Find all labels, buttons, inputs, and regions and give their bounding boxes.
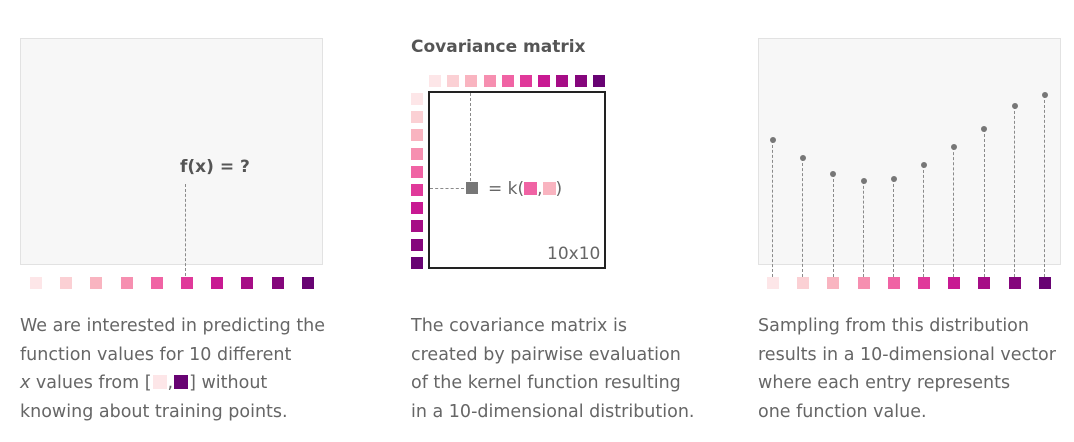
matrix-column-square	[556, 75, 569, 87]
sample-point	[770, 137, 776, 144]
sample-x-square	[767, 277, 779, 289]
sample-point	[1011, 103, 1018, 110]
matrix-column-square	[465, 75, 478, 87]
sample-point	[1041, 91, 1048, 98]
plot-area-empty	[20, 38, 323, 265]
kernel-expression: = k(,)	[488, 179, 562, 199]
matrix-column-square	[520, 75, 532, 87]
matrix-column-square	[447, 75, 460, 87]
last-color-swatch	[174, 375, 189, 389]
sample-stem	[1013, 106, 1015, 277]
sample-point	[921, 162, 927, 169]
sample-x-square	[1008, 277, 1021, 289]
query-dashed-line	[185, 184, 186, 276]
x-input-square	[60, 277, 73, 289]
sample-point	[860, 178, 867, 184]
matrix-row-square	[411, 129, 423, 142]
x-input-square	[30, 277, 42, 289]
kernel-suffix: )	[555, 179, 563, 199]
sample-stem	[923, 165, 925, 277]
row-color-swatch	[524, 182, 538, 195]
matrix-column-square	[429, 75, 441, 87]
sample-point	[951, 143, 958, 150]
sample-stem	[893, 178, 895, 277]
panel3-caption: Sampling from this distribution results …	[758, 312, 1056, 426]
sample-x-square	[797, 277, 810, 289]
sample-stem	[953, 146, 955, 277]
matrix-row-square	[411, 111, 423, 124]
sample-x-square	[1038, 277, 1051, 289]
sample-stem	[1044, 94, 1046, 277]
matrix-row-square	[411, 220, 423, 233]
matrix-row-square	[411, 256, 423, 269]
unknown-function-label: f(x) = ?	[180, 157, 250, 177]
kernel-separator: ,	[537, 179, 543, 199]
panel3-caption-line4: one function value.	[758, 401, 927, 422]
matrix-row-square	[411, 165, 423, 178]
column-dashed-line	[470, 93, 471, 181]
sample-stem	[862, 181, 864, 277]
x-input-square	[181, 277, 193, 289]
sample-x-square	[918, 277, 930, 289]
panel3-caption-line1: Sampling from this distribution	[758, 316, 1029, 336]
sample-stem	[832, 174, 834, 277]
x-input-square	[301, 277, 314, 289]
x-input-square	[241, 277, 254, 289]
sample-stem	[772, 140, 774, 277]
sample-point	[830, 171, 837, 178]
matrix-row-square	[411, 93, 423, 105]
matrix-column-square	[538, 75, 551, 87]
panel2-caption-line4: in a 10-dimensional distribution.	[411, 401, 695, 422]
col-color-swatch	[542, 182, 556, 195]
caption-separator: ,	[167, 373, 174, 393]
x-input-square	[90, 277, 103, 289]
row-dashed-line	[430, 188, 464, 189]
matrix-row-square	[411, 202, 423, 215]
covariance-matrix-title: Covariance matrix	[411, 37, 586, 57]
x-input-square	[150, 277, 163, 289]
panel1-caption-line2: function values for 10 different	[20, 344, 292, 365]
sample-stem	[983, 128, 985, 277]
matrix-entry-cell	[466, 182, 478, 194]
matrix-column-square	[501, 75, 514, 87]
sample-point	[800, 155, 807, 162]
matrix-row-square	[411, 184, 423, 196]
panel2-caption-line2: created by pairwise evaluation	[411, 344, 681, 365]
panel1-caption-line1: We are interested in predicting the	[20, 316, 326, 336]
first-color-swatch	[152, 375, 167, 389]
matrix-column-square	[592, 75, 605, 87]
caption-text: values from [	[30, 373, 152, 393]
matrix-row-square	[411, 238, 423, 251]
matrix-column-square	[483, 75, 496, 87]
matrix-row-square	[411, 147, 423, 160]
sample-point	[981, 125, 988, 132]
panel1-caption-line3: x values from [, ] without	[20, 369, 325, 398]
covariance-matrix-box	[428, 91, 606, 269]
sample-x-square	[887, 277, 900, 289]
panel2-caption-line1: The covariance matrix is	[411, 316, 627, 336]
panel2-caption: The covariance matrix is created by pair…	[411, 312, 694, 426]
sample-x-square	[978, 277, 991, 289]
caption-text-end: ] without	[189, 373, 268, 393]
sample-x-square	[857, 277, 870, 289]
sample-plot-area	[758, 38, 1061, 265]
sample-x-square	[948, 277, 961, 289]
panel1-caption: We are interested in predicting the func…	[20, 312, 325, 426]
sample-point	[890, 175, 897, 182]
panel3-caption-line3: where each entry represents	[758, 373, 1011, 393]
sample-stem	[802, 158, 804, 277]
x-input-square	[120, 277, 133, 289]
panel1-caption-line4: knowing about training points.	[20, 401, 288, 422]
kernel-prefix: = k(	[488, 179, 525, 199]
x-input-square	[211, 277, 224, 289]
x-variable: x	[20, 373, 31, 393]
panel3-caption-line2: results in a 10-dimensional vector	[758, 344, 1056, 365]
sample-x-square	[827, 277, 840, 289]
x-input-square	[271, 277, 284, 289]
matrix-column-square	[574, 75, 587, 87]
panel2-caption-line3: of the kernel function resulting	[411, 373, 681, 393]
matrix-size-label: 10x10	[547, 244, 601, 264]
